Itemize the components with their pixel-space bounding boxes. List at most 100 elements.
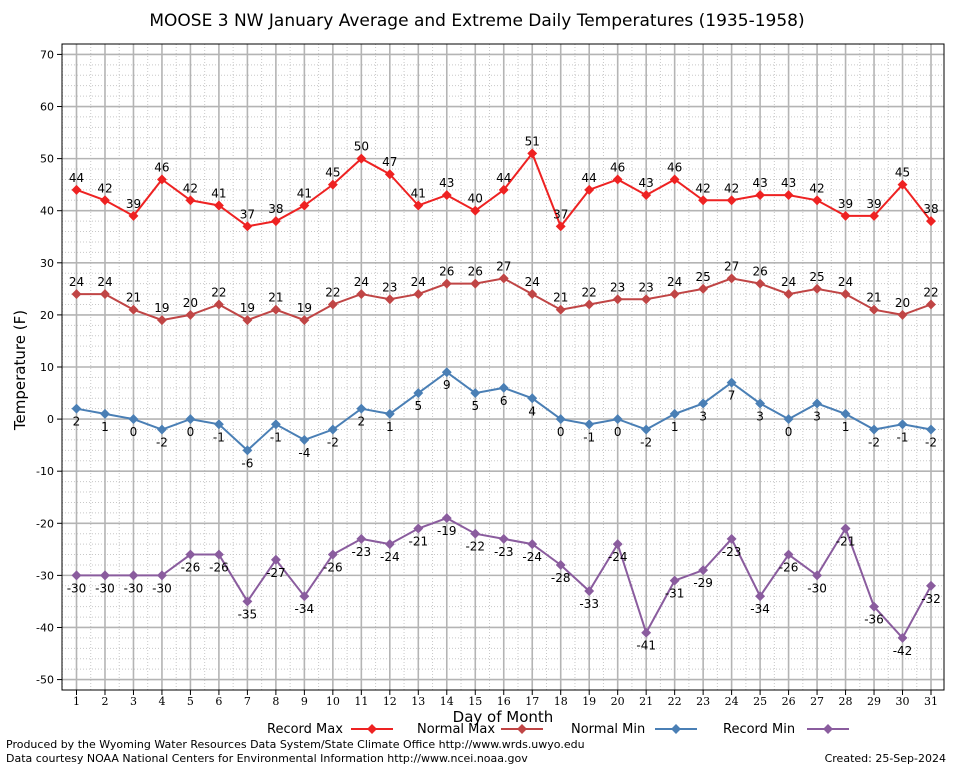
data-point bbox=[612, 174, 623, 185]
x-tick-label: 8 bbox=[272, 695, 279, 708]
data-point bbox=[157, 424, 167, 435]
data-label: -30 bbox=[67, 581, 87, 595]
x-tick-label: 22 bbox=[668, 695, 682, 708]
x-tick-label: 3 bbox=[130, 695, 137, 708]
x-tick-label: 26 bbox=[782, 695, 796, 708]
data-point bbox=[498, 533, 509, 544]
data-point bbox=[783, 414, 794, 425]
data-point bbox=[441, 513, 452, 524]
data-label: 1 bbox=[671, 420, 679, 434]
data-label: 37 bbox=[553, 207, 568, 221]
y-tick-label: -10 bbox=[36, 465, 54, 478]
y-tick-label: 30 bbox=[40, 257, 54, 270]
data-label: 0 bbox=[557, 425, 565, 439]
data-point bbox=[897, 309, 908, 320]
data-label: 7 bbox=[728, 389, 736, 403]
data-point bbox=[185, 309, 196, 320]
data-point bbox=[869, 210, 879, 221]
data-label: -28 bbox=[551, 571, 571, 585]
x-tick-label: 20 bbox=[611, 695, 625, 708]
data-label: 41 bbox=[211, 187, 226, 201]
x-tick-label: 15 bbox=[468, 695, 482, 708]
data-label: 3 bbox=[813, 409, 821, 423]
data-label: 42 bbox=[97, 181, 112, 195]
x-tick-label: 12 bbox=[383, 695, 397, 708]
data-point bbox=[755, 398, 766, 409]
data-point bbox=[812, 283, 823, 294]
data-label: 37 bbox=[240, 207, 255, 221]
data-label: 44 bbox=[69, 171, 84, 185]
data-point bbox=[669, 575, 680, 586]
data-point bbox=[356, 533, 367, 544]
x-tick-label: 16 bbox=[497, 695, 511, 708]
x-tick-label: 31 bbox=[924, 695, 938, 708]
data-point bbox=[384, 169, 395, 180]
data-point bbox=[783, 190, 794, 201]
data-label: 25 bbox=[809, 270, 824, 284]
data-point bbox=[641, 294, 652, 305]
data-point bbox=[71, 184, 82, 195]
data-label: 1 bbox=[386, 420, 394, 434]
data-label: -33 bbox=[579, 597, 599, 611]
data-label: 26 bbox=[468, 265, 483, 279]
data-label: 24 bbox=[411, 275, 426, 289]
data-point bbox=[185, 414, 196, 425]
data-point bbox=[897, 419, 908, 430]
legend: Record Max Normal Max Normal Min Record Min bbox=[267, 722, 849, 737]
data-point bbox=[584, 299, 595, 310]
y-tick-label: 20 bbox=[40, 309, 54, 322]
x-tick-label: 2 bbox=[101, 695, 108, 708]
data-point bbox=[413, 523, 424, 534]
data-label: -23 bbox=[722, 545, 742, 559]
data-label: 5 bbox=[471, 399, 479, 413]
data-label: -4 bbox=[298, 446, 310, 460]
data-point bbox=[213, 419, 224, 430]
data-point bbox=[726, 273, 737, 284]
data-label: 19 bbox=[240, 301, 255, 315]
data-label: 22 bbox=[325, 285, 340, 299]
x-tick-label: 28 bbox=[839, 695, 853, 708]
data-label: 2 bbox=[358, 415, 366, 429]
data-label: 42 bbox=[724, 181, 739, 195]
data-point bbox=[498, 382, 509, 393]
data-label: 0 bbox=[187, 425, 195, 439]
data-label: -23 bbox=[352, 545, 372, 559]
data-label: -35 bbox=[238, 607, 258, 621]
data-point bbox=[242, 596, 253, 607]
data-point bbox=[270, 554, 281, 565]
y-axis-label: Temperature (F) bbox=[11, 310, 29, 431]
x-tick-label: 23 bbox=[696, 695, 710, 708]
data-point bbox=[384, 539, 395, 550]
y-tick-label: 60 bbox=[40, 101, 54, 114]
data-label: -2 bbox=[868, 436, 880, 450]
data-label: 39 bbox=[866, 197, 881, 211]
data-label: 20 bbox=[183, 296, 198, 310]
data-point bbox=[157, 570, 167, 581]
data-point bbox=[498, 184, 509, 195]
data-point bbox=[840, 408, 851, 419]
legend-label: Record Max bbox=[267, 722, 343, 737]
series-record-max: 44 42 39 46 42 41 37 38 41 45 50 47 41 43 40 44 51 37 44 46… bbox=[69, 134, 939, 232]
data-point bbox=[812, 195, 823, 206]
data-label: -1 bbox=[583, 430, 595, 444]
data-point bbox=[384, 294, 395, 305]
series-record-min: -30 -30 -30 -30-26 -26-35-27-34-26-23 -24-21-… bbox=[67, 513, 941, 658]
data-label: 46 bbox=[610, 160, 625, 174]
data-label: 25 bbox=[695, 270, 710, 284]
data-label: 24 bbox=[667, 275, 682, 289]
data-point bbox=[698, 398, 709, 409]
data-point bbox=[71, 570, 82, 581]
data-point bbox=[698, 195, 709, 206]
data-point bbox=[669, 408, 680, 419]
data-point bbox=[327, 549, 338, 560]
data-point bbox=[698, 283, 709, 294]
data-point bbox=[869, 424, 879, 435]
data-label: -24 bbox=[522, 550, 542, 564]
data-label: 44 bbox=[496, 171, 511, 185]
legend-item-normal-max: Normal Max bbox=[417, 722, 543, 737]
data-label: 4 bbox=[528, 404, 536, 418]
data-point bbox=[926, 216, 936, 227]
data-point bbox=[128, 210, 139, 221]
data-label: 21 bbox=[553, 291, 568, 305]
